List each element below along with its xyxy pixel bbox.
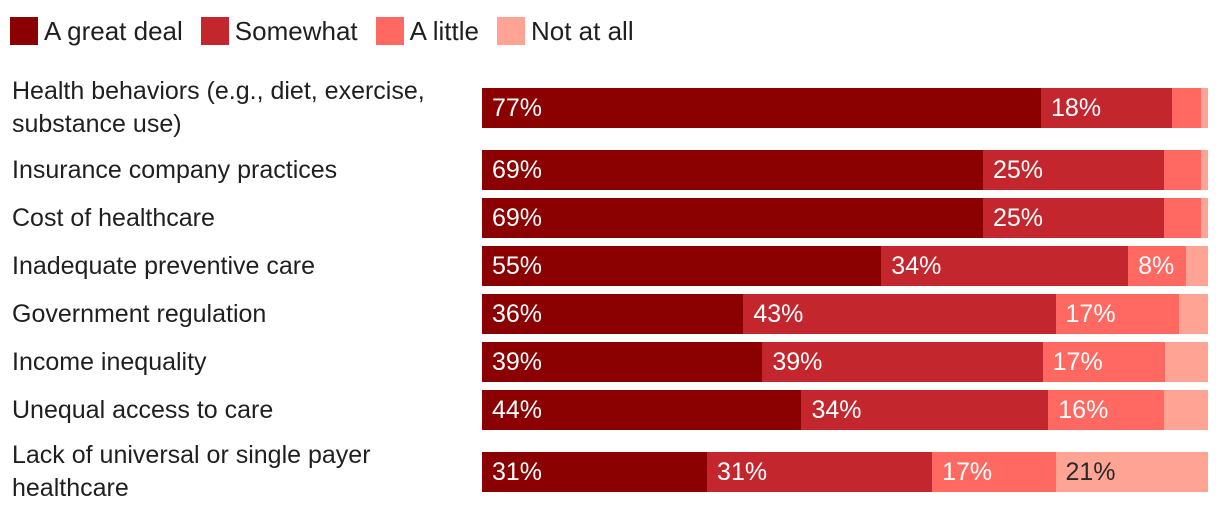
bar-segment: 17%	[1055, 294, 1179, 334]
data-label: 18%	[1051, 94, 1102, 122]
bar-segment: 17%	[932, 452, 1056, 492]
bar-segment	[1164, 198, 1201, 238]
bar-row: 44% 34% 16%	[482, 390, 1208, 430]
data-label: 55%	[492, 252, 543, 280]
data-label: 39%	[772, 348, 823, 376]
data-label: 16%	[1058, 396, 1109, 424]
bar-segment: 8%	[1128, 246, 1187, 286]
data-label: 43%	[753, 300, 804, 328]
bar-segment	[1186, 246, 1208, 286]
bar-row: 36% 43% 17%	[482, 294, 1208, 334]
bar-segment	[1164, 150, 1201, 190]
legend-label: Not at all	[531, 16, 634, 46]
bar-segment: 69%	[482, 198, 983, 238]
bar-segment: 55%	[482, 246, 882, 286]
chart-legend: A great deal Somewhat A little Not at all	[10, 14, 652, 48]
category-label: Unequal access to care	[12, 395, 274, 424]
category-label: Income inequality	[12, 347, 207, 376]
data-label: 25%	[992, 204, 1043, 232]
legend-label: Somewhat	[234, 16, 358, 46]
bar-segment: 17%	[1042, 342, 1165, 382]
bar-row: 39% 39% 17%	[482, 342, 1208, 382]
data-label: 8%	[1138, 252, 1175, 280]
legend-label: A little	[409, 16, 479, 46]
data-label: 31%	[717, 458, 768, 486]
bar-segment	[1200, 88, 1208, 128]
bar-segment	[1171, 88, 1201, 128]
legend-item: Not at all	[497, 16, 634, 46]
legend-item: A great deal	[10, 16, 183, 46]
legend-swatch	[497, 17, 525, 45]
bar-segment	[1200, 198, 1208, 238]
bar-segment: 34%	[801, 390, 1049, 430]
legend-swatch	[375, 17, 404, 45]
data-label: 34%	[811, 396, 862, 424]
data-label: 77%	[492, 94, 543, 122]
data-label: 21%	[1065, 458, 1116, 486]
bar-segment: 39%	[762, 342, 1043, 382]
bar-segment	[1178, 294, 1208, 334]
bar-segment: 69%	[482, 150, 983, 190]
bar-segment: 16%	[1048, 390, 1165, 430]
data-label: 17%	[1065, 300, 1116, 328]
category-label: Lack of universal or single payer health…	[12, 441, 371, 502]
bar-segment	[1200, 150, 1208, 190]
bar-segment: 31%	[707, 452, 933, 492]
data-label: 69%	[492, 204, 543, 232]
bar-row: 69% 25%	[482, 198, 1208, 238]
legend-swatch	[200, 17, 229, 45]
category-label: Inadequate preventive care	[12, 251, 315, 280]
bar-segment: 34%	[881, 246, 1129, 286]
category-label: Cost of healthcare	[12, 203, 215, 232]
category-label: Insurance company practices	[12, 155, 338, 184]
bar-segment: 18%	[1041, 88, 1172, 128]
bar-segment: 43%	[743, 294, 1056, 334]
data-label: 25%	[992, 156, 1043, 184]
data-label: 34%	[891, 252, 942, 280]
data-label: 17%	[942, 458, 993, 486]
data-label: 36%	[492, 300, 543, 328]
legend-item: A little	[375, 16, 479, 46]
legend-label: A great deal	[44, 16, 183, 46]
bar-segment: 39%	[482, 342, 763, 382]
bar-row: 55% 34% 8%	[482, 246, 1208, 286]
data-label: 44%	[492, 396, 543, 424]
legend-item: Somewhat	[200, 16, 358, 46]
bar-segment: 36%	[482, 294, 744, 334]
data-label: 39%	[492, 348, 543, 376]
bar-row: 77% 18%	[482, 88, 1208, 128]
bar-segment: 25%	[982, 150, 1165, 190]
category-label: Health behaviors (e.g., diet, exercise, …	[12, 77, 425, 138]
data-label: 17%	[1052, 348, 1103, 376]
bar-segment: 31%	[482, 452, 708, 492]
legend-swatch	[10, 17, 38, 45]
bar-segment: 21%	[1055, 452, 1208, 492]
bar-segment: 77%	[482, 88, 1042, 128]
bar-segment	[1164, 342, 1208, 382]
data-label: 31%	[492, 458, 543, 486]
data-label: 69%	[492, 156, 543, 184]
bar-segment	[1164, 390, 1208, 430]
bar-segment: 44%	[482, 390, 802, 430]
bar-row: 31% 31% 17% 21%	[482, 452, 1208, 492]
bar-segment: 25%	[982, 198, 1165, 238]
bar-row: 69% 25%	[482, 150, 1208, 190]
category-label: Government regulation	[12, 299, 267, 328]
